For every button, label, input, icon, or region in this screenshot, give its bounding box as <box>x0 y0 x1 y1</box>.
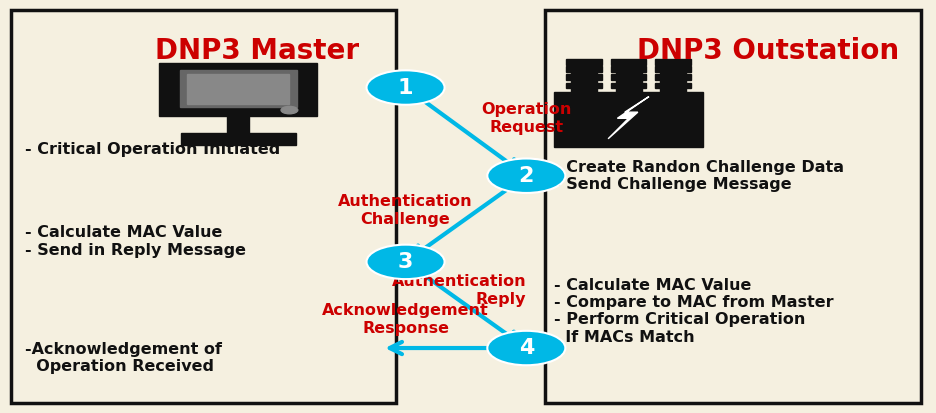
FancyBboxPatch shape <box>566 59 602 65</box>
FancyBboxPatch shape <box>181 133 296 145</box>
Text: DNP3 Outstation: DNP3 Outstation <box>636 37 899 64</box>
FancyBboxPatch shape <box>159 63 317 116</box>
Text: DNP3 Master: DNP3 Master <box>154 37 358 64</box>
FancyBboxPatch shape <box>611 74 646 80</box>
Text: -Acknowledgement of
  Operation Received: -Acknowledgement of Operation Received <box>24 342 222 375</box>
Text: Authentication
Reply: Authentication Reply <box>391 274 526 307</box>
FancyBboxPatch shape <box>566 66 602 72</box>
Text: - Create Randon Challenge Data
- Send Challenge Message: - Create Randon Challenge Data - Send Ch… <box>554 159 844 192</box>
FancyBboxPatch shape <box>660 62 686 93</box>
FancyBboxPatch shape <box>655 59 691 65</box>
Circle shape <box>488 159 565 193</box>
FancyBboxPatch shape <box>180 70 297 107</box>
Circle shape <box>367 70 445 105</box>
FancyBboxPatch shape <box>616 62 641 93</box>
FancyBboxPatch shape <box>554 92 703 147</box>
FancyBboxPatch shape <box>655 74 691 80</box>
FancyBboxPatch shape <box>611 83 646 88</box>
FancyBboxPatch shape <box>611 59 646 65</box>
Polygon shape <box>608 97 649 139</box>
FancyBboxPatch shape <box>566 74 602 80</box>
FancyBboxPatch shape <box>10 9 396 404</box>
Text: - Calculate MAC Value
- Compare to MAC from Master
- Perform Critical Operation
: - Calculate MAC Value - Compare to MAC f… <box>554 278 834 345</box>
Circle shape <box>488 331 565 365</box>
FancyBboxPatch shape <box>566 83 602 88</box>
Text: 4: 4 <box>519 338 534 358</box>
Text: Operation
Request: Operation Request <box>481 102 572 135</box>
FancyBboxPatch shape <box>571 62 597 93</box>
Circle shape <box>281 107 298 114</box>
FancyBboxPatch shape <box>545 9 921 404</box>
Text: 2: 2 <box>519 166 534 186</box>
Text: Authentication
Challenge: Authentication Challenge <box>338 195 473 227</box>
Text: - Critical Operation Initiated: - Critical Operation Initiated <box>24 142 280 157</box>
Text: Acknowledgement
Response: Acknowledgement Response <box>322 303 489 335</box>
FancyBboxPatch shape <box>187 74 289 104</box>
FancyBboxPatch shape <box>611 66 646 72</box>
Text: 3: 3 <box>398 252 413 272</box>
Circle shape <box>367 244 445 279</box>
Text: - Calculate MAC Value
- Send in Reply Message: - Calculate MAC Value - Send in Reply Me… <box>24 225 245 258</box>
FancyBboxPatch shape <box>227 116 250 135</box>
FancyBboxPatch shape <box>655 83 691 88</box>
FancyBboxPatch shape <box>655 66 691 72</box>
Text: 1: 1 <box>398 78 414 97</box>
